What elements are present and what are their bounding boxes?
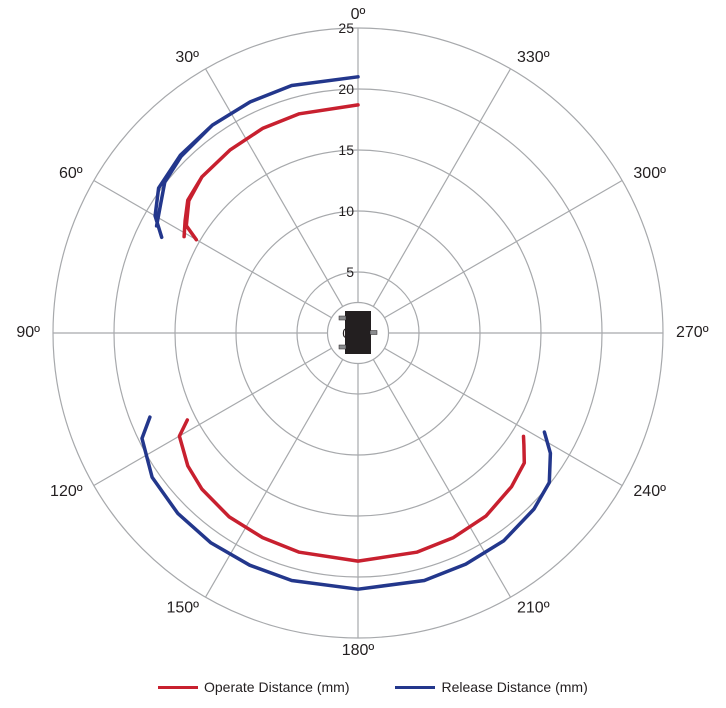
series-operate-curve-1	[177, 418, 527, 563]
angle-label-5: 150º	[166, 600, 199, 617]
legend-item-operate: Operate Distance (mm)	[158, 679, 349, 695]
polar-grid	[52, 27, 664, 639]
angle-label-8: 240º	[633, 483, 666, 500]
grid-spoke-2	[93, 179, 332, 319]
legend: Operate Distance (mm) Release Distance (…	[158, 677, 588, 697]
angle-label-3: 90º	[16, 324, 40, 341]
sensor-package-icon	[338, 311, 378, 354]
legend-item-release: Release Distance (mm)	[395, 679, 588, 695]
series-release-curve-0	[153, 75, 360, 240]
series-layer	[140, 75, 553, 591]
axis-labels: 0º 30º 60º 90º 120º 150º 180º 210º 240º 270º 300º 3…	[16, 6, 708, 659]
angle-label-6: 180º	[342, 642, 375, 659]
series-release-curve-1	[140, 415, 553, 591]
angle-label-2: 60º	[59, 165, 83, 182]
radial-tick-label-1: 5	[346, 264, 354, 280]
legend-swatch-operate	[158, 685, 198, 689]
series-operate-curve-0	[182, 103, 360, 242]
radial-tick-label-5: 25	[338, 20, 354, 36]
legend-label-operate: Operate Distance (mm)	[204, 679, 350, 695]
angle-label-11: 330º	[517, 49, 550, 66]
angle-label-10: 300º	[633, 165, 666, 182]
grid-spoke-5	[204, 359, 344, 598]
radial-tick-label-0: 0	[342, 325, 350, 341]
angle-label-4: 120º	[50, 483, 83, 500]
grid-spoke-10	[384, 179, 623, 319]
grid-spoke-7	[372, 359, 512, 598]
radial-tick-label-2: 10	[338, 203, 354, 219]
legend-swatch-release	[395, 685, 436, 689]
radial-tick-label-4: 20	[338, 81, 354, 97]
grid-spoke-8	[384, 347, 623, 487]
angle-label-7: 210º	[517, 600, 550, 617]
angle-label-1: 30º	[175, 49, 199, 66]
grid-spoke-11	[372, 68, 512, 307]
grid-spoke-4	[93, 347, 332, 487]
legend-label-release: Release Distance (mm)	[441, 679, 588, 695]
radial-tick-label-3: 15	[338, 142, 354, 158]
grid-spoke-1	[204, 68, 344, 307]
angle-label-9: 270º	[676, 324, 709, 341]
angle-label-0: 0º	[351, 6, 366, 23]
